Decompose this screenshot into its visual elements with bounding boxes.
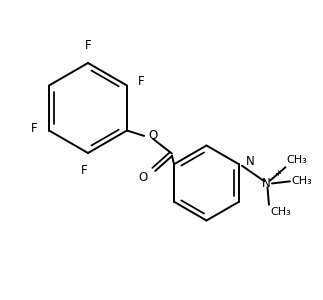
Text: +: + — [274, 169, 281, 178]
Text: F: F — [81, 164, 88, 177]
Text: CH₃: CH₃ — [287, 155, 307, 165]
Text: F: F — [138, 75, 145, 88]
Text: CH₃: CH₃ — [291, 176, 312, 186]
Text: F: F — [85, 39, 91, 52]
Text: O: O — [139, 170, 148, 184]
Text: F: F — [31, 122, 37, 135]
Text: CH₃: CH₃ — [270, 207, 291, 217]
Text: N: N — [262, 177, 270, 190]
Text: O: O — [148, 129, 158, 142]
Text: N: N — [245, 155, 254, 168]
